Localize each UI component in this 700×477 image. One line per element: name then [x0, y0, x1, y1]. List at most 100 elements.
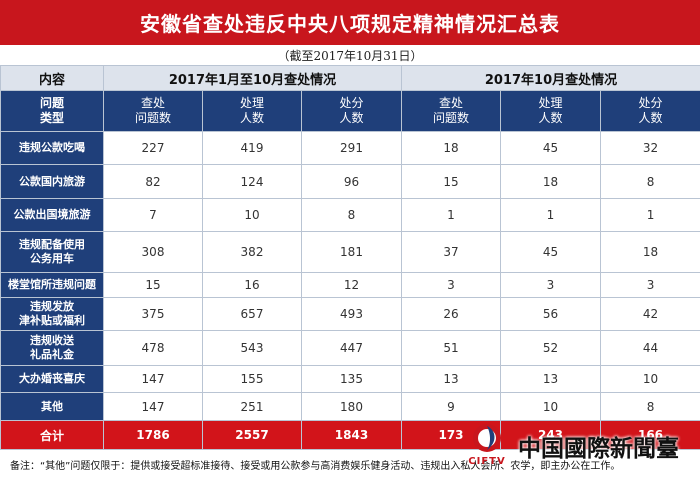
- row-label-line: 楼堂馆所违规问题: [8, 278, 96, 291]
- table-cell: 124: [202, 164, 302, 199]
- table-cell: 1: [401, 198, 501, 232]
- header-line: 查处: [140, 96, 165, 110]
- column-header-4: 处理 人数: [500, 90, 601, 132]
- table-cell: 493: [301, 297, 402, 331]
- header-line: 问题数: [432, 111, 469, 125]
- table-cell: 10: [500, 392, 601, 421]
- header-line: 人数: [638, 111, 663, 125]
- row-label: 公款国内旅游: [0, 164, 104, 199]
- table-cell: 382: [202, 231, 302, 273]
- table-row: 违规收送 礼品礼金 478 543 447 51 52 44: [0, 330, 700, 366]
- group-header-row: 内容 2017年1月至10月查处情况 2017年10月查处情况: [0, 65, 700, 91]
- table-cell: 3: [500, 272, 601, 298]
- column-header-3: 查处 问题数: [401, 90, 501, 132]
- table-cell: 52: [500, 330, 601, 366]
- table-cell: 447: [301, 330, 402, 366]
- column-header-0: 查处 问题数: [103, 90, 203, 132]
- total-cell: 243: [500, 420, 601, 450]
- table-cell: 18: [599, 231, 700, 273]
- table-cell: 18: [401, 131, 501, 165]
- page-title: 安徽省查处违反中央八项规定精神情况汇总表: [0, 0, 700, 45]
- row-label-line: 违规收送: [30, 334, 74, 347]
- table-cell: 56: [500, 297, 601, 331]
- table-row: 违规公款吃喝 227 419 291 18 45 32: [0, 131, 700, 165]
- table-cell: 37: [401, 231, 501, 273]
- footnote: 备注：“其他”问题仅限于：提供或接受超标准接待、接受或用公款参与高消费娱乐健身活…: [0, 452, 700, 477]
- row-label: 违规配备使用 公务用车: [0, 231, 104, 273]
- column-header-2: 处分 人数: [301, 90, 402, 132]
- table-cell: 1: [500, 198, 601, 232]
- row-label: 大办婚丧喜庆: [0, 365, 104, 393]
- table-cell: 375: [103, 297, 203, 331]
- table-cell: 8: [301, 198, 402, 232]
- header-line: 人数: [538, 111, 563, 125]
- table-cell: 45: [500, 231, 601, 273]
- corner-label: 内容: [0, 65, 104, 91]
- header-line: 问题数: [134, 111, 171, 125]
- header-line: 处理: [239, 96, 264, 110]
- table-cell: 478: [103, 330, 203, 366]
- header-line: 类型: [39, 111, 64, 125]
- header-line: 人数: [339, 111, 364, 125]
- table-cell: 419: [202, 131, 302, 165]
- column-header-row: 问题 类型 查处 问题数 处理 人数 处分 人数 查处 问题数 处理 人数 处分 人数: [0, 90, 700, 132]
- table-cell: 10: [202, 198, 302, 232]
- table-cell: 3: [599, 272, 700, 298]
- row-label-line: 礼品礼金: [30, 348, 74, 361]
- table-cell: 291: [301, 131, 402, 165]
- header-line: 处理: [538, 96, 563, 110]
- table-row: 违规配备使用 公务用车 308 382 181 37 45 18: [0, 231, 700, 273]
- row-label-line: 违规发放: [30, 300, 74, 313]
- row-label: 违规收送 礼品礼金: [0, 330, 104, 366]
- row-label-line: 津补贴或福利: [19, 314, 85, 327]
- table-cell: 3: [401, 272, 501, 298]
- row-label-line: 公款出国境旅游: [13, 208, 91, 221]
- table-cell: 147: [103, 365, 203, 393]
- table-cell: 15: [103, 272, 203, 298]
- row-label: 楼堂馆所违规问题: [0, 272, 104, 298]
- row-label-line: 公款国内旅游: [19, 174, 85, 188]
- logo-text: CIFTV: [468, 456, 506, 467]
- table-cell: 543: [202, 330, 302, 366]
- row-label: 违规发放 津补贴或福利: [0, 297, 104, 331]
- table-cell: 8: [599, 392, 700, 421]
- table-cell: 7: [103, 198, 203, 232]
- total-label: 合计: [0, 420, 104, 450]
- table-row: 违规发放 津补贴或福利 375 657 493 26 56 42: [0, 297, 700, 331]
- row-label-line: 大办婚丧喜庆: [19, 372, 85, 385]
- header-line: 人数: [239, 111, 264, 125]
- row-label-line: 违规公款吃喝: [19, 141, 85, 154]
- as-of-date: （截至2017年10月31日）: [0, 45, 700, 65]
- table-cell: 135: [301, 365, 402, 393]
- table-cell: 16: [202, 272, 302, 298]
- cifitv-logo: CIFTV: [458, 422, 516, 470]
- table-cell: 32: [599, 131, 700, 165]
- row-label-line: 公务用车: [30, 252, 74, 265]
- total-cell: 2557: [202, 420, 302, 450]
- table-cell: 51: [401, 330, 501, 366]
- table-cell: 9: [401, 392, 501, 421]
- summary-table: 内容 2017年1月至10月查处情况 2017年10月查处情况 问题 类型 查处 问题…: [0, 65, 700, 450]
- table-cell: 251: [202, 392, 302, 421]
- table-cell: 13: [500, 365, 601, 393]
- brand-name: 中国國際新聞臺: [518, 435, 679, 462]
- row-label: 公款出国境旅游: [0, 198, 104, 232]
- table-cell: 181: [301, 231, 402, 273]
- table-cell: 15: [401, 164, 501, 199]
- header-line: 处分: [339, 96, 364, 110]
- column-header-1: 处理 人数: [202, 90, 302, 132]
- table-cell: 26: [401, 297, 501, 331]
- table-cell: 96: [301, 164, 402, 199]
- table-cell: 42: [599, 297, 700, 331]
- header-line: 问题: [39, 96, 64, 110]
- table-row: 公款国内旅游 82 124 96 15 18 8: [0, 164, 700, 199]
- total-cell: 1786: [103, 420, 203, 450]
- table-cell: 44: [599, 330, 700, 366]
- group-header-oct: 2017年10月查处情况: [400, 65, 700, 91]
- table-cell: 8: [599, 164, 700, 199]
- table-cell: 657: [202, 297, 302, 331]
- header-line: 处分: [638, 96, 663, 110]
- total-cell: 1843: [301, 420, 402, 450]
- column-header-5: 处分 人数: [599, 90, 700, 132]
- table-cell: 155: [202, 365, 302, 393]
